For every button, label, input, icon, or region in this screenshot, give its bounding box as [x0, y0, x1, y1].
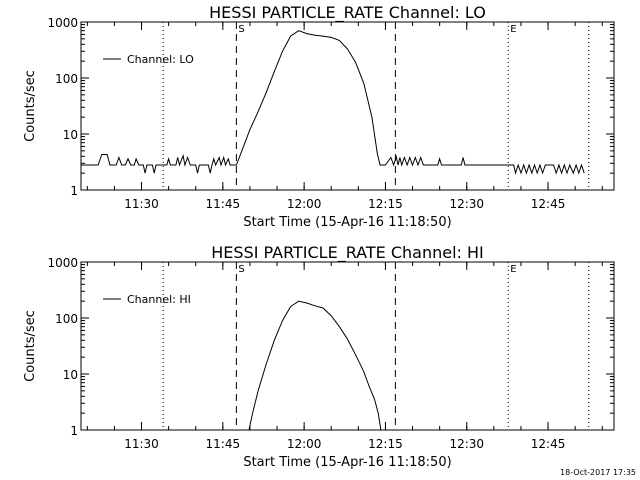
- y-axis-label: Counts/sec: [23, 70, 38, 142]
- x-tick-label: 11:30: [124, 437, 159, 451]
- marker-label: S: [238, 24, 244, 35]
- series-line: [248, 300, 382, 431]
- plot-frame: [80, 21, 615, 191]
- chart-title: HESSI PARTICLE_RATE Channel: HI: [211, 243, 484, 263]
- series-line: [81, 30, 585, 175]
- y-tick-label: 1: [70, 424, 78, 438]
- x-axis-label: Start Time (15-Apr-16 11:18:50): [243, 455, 451, 470]
- chart-panel-2: HESSI PARTICLE_RATE Channel: HI 11:30 11:4…: [23, 243, 615, 470]
- x-axis-label: Start Time (15-Apr-16 11:18:50): [243, 215, 451, 230]
- marker-label: E: [510, 24, 516, 35]
- x-tick-label: 12:30: [449, 437, 484, 451]
- x-tick-label: 12:45: [531, 437, 566, 451]
- x-tick-label: 12:45: [531, 197, 566, 211]
- x-tick-label: 12:30: [449, 197, 484, 211]
- y-tick-label: 100: [55, 72, 78, 86]
- legend-label: Channel: HI: [127, 293, 191, 306]
- y-tick-label: 100: [55, 312, 78, 326]
- x-tick-label: 12:00: [287, 197, 322, 211]
- x-tick-label: 12:15: [368, 437, 403, 451]
- plot-timestamp: 18-Oct-2017 17:35: [560, 468, 636, 477]
- marker-label: S: [238, 264, 244, 275]
- chart-title: HESSI PARTICLE_RATE Channel: LO: [209, 3, 486, 23]
- marker-label: E: [510, 264, 516, 275]
- y-tick-label: 1000: [47, 256, 78, 270]
- y-tick-label: 1: [70, 184, 78, 198]
- chart-panel-1: HESSI PARTICLE_RATE Channel: LO 11:30 11:4…: [23, 3, 615, 230]
- x-tick-label: 11:30: [124, 197, 159, 211]
- y-axis-label: Counts/sec: [23, 310, 38, 382]
- x-tick-label: 11:45: [206, 437, 241, 451]
- y-tick-label: 1000: [47, 16, 78, 30]
- x-tick-label: 12:15: [368, 197, 403, 211]
- y-tick-label: 10: [63, 128, 78, 142]
- y-tick-label: 10: [63, 368, 78, 382]
- x-tick-label: 11:45: [206, 197, 241, 211]
- plot-frame: [80, 261, 615, 431]
- x-tick-label: 12:00: [287, 437, 322, 451]
- legend-label: Channel: LO: [127, 53, 194, 66]
